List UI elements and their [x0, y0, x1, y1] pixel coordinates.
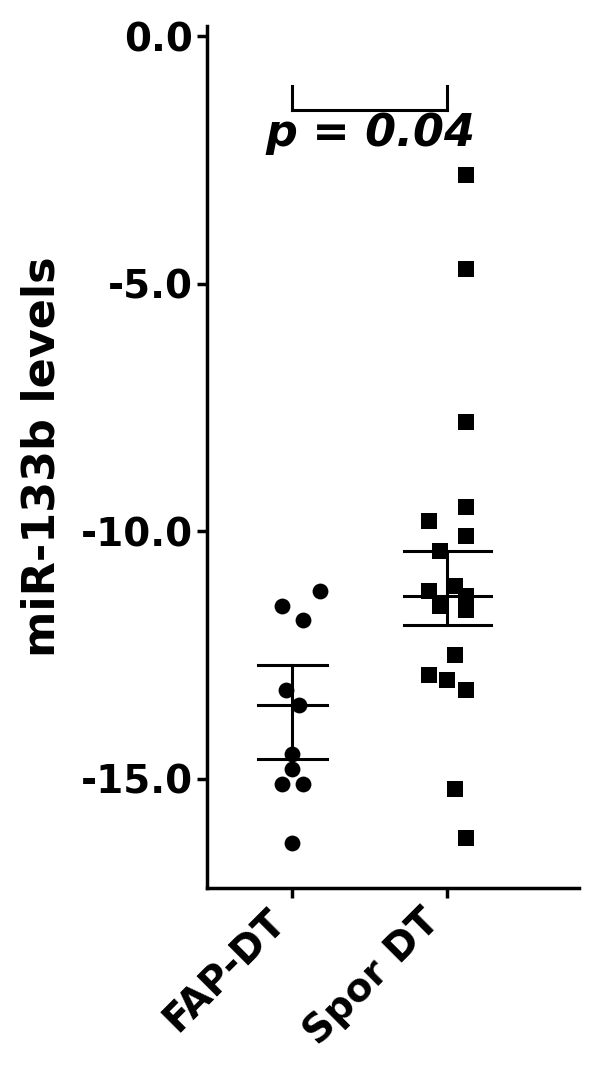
Point: [461, 528, 471, 545]
Point: [298, 612, 308, 629]
Point: [435, 543, 445, 560]
Point: [287, 761, 297, 778]
Point: [298, 775, 308, 792]
Point: [461, 414, 471, 431]
Point: [424, 513, 434, 530]
Point: [451, 780, 460, 797]
Point: [461, 166, 471, 183]
Point: [443, 672, 452, 689]
Point: [461, 829, 471, 847]
Point: [461, 587, 471, 604]
Point: [435, 597, 445, 614]
Y-axis label: miR-133b levels: miR-133b levels: [21, 256, 64, 658]
Point: [461, 681, 471, 699]
Point: [287, 835, 297, 852]
Point: [277, 597, 286, 614]
Point: [461, 498, 471, 515]
Text: p = 0.04: p = 0.04: [265, 112, 475, 155]
Point: [451, 577, 460, 594]
Point: [294, 696, 304, 714]
Point: [461, 602, 471, 619]
Point: [461, 261, 471, 278]
Point: [451, 646, 460, 663]
Point: [424, 582, 434, 599]
Point: [424, 666, 434, 684]
Point: [281, 681, 291, 699]
Point: [277, 775, 286, 792]
Point: [316, 582, 325, 599]
Point: [287, 746, 297, 763]
